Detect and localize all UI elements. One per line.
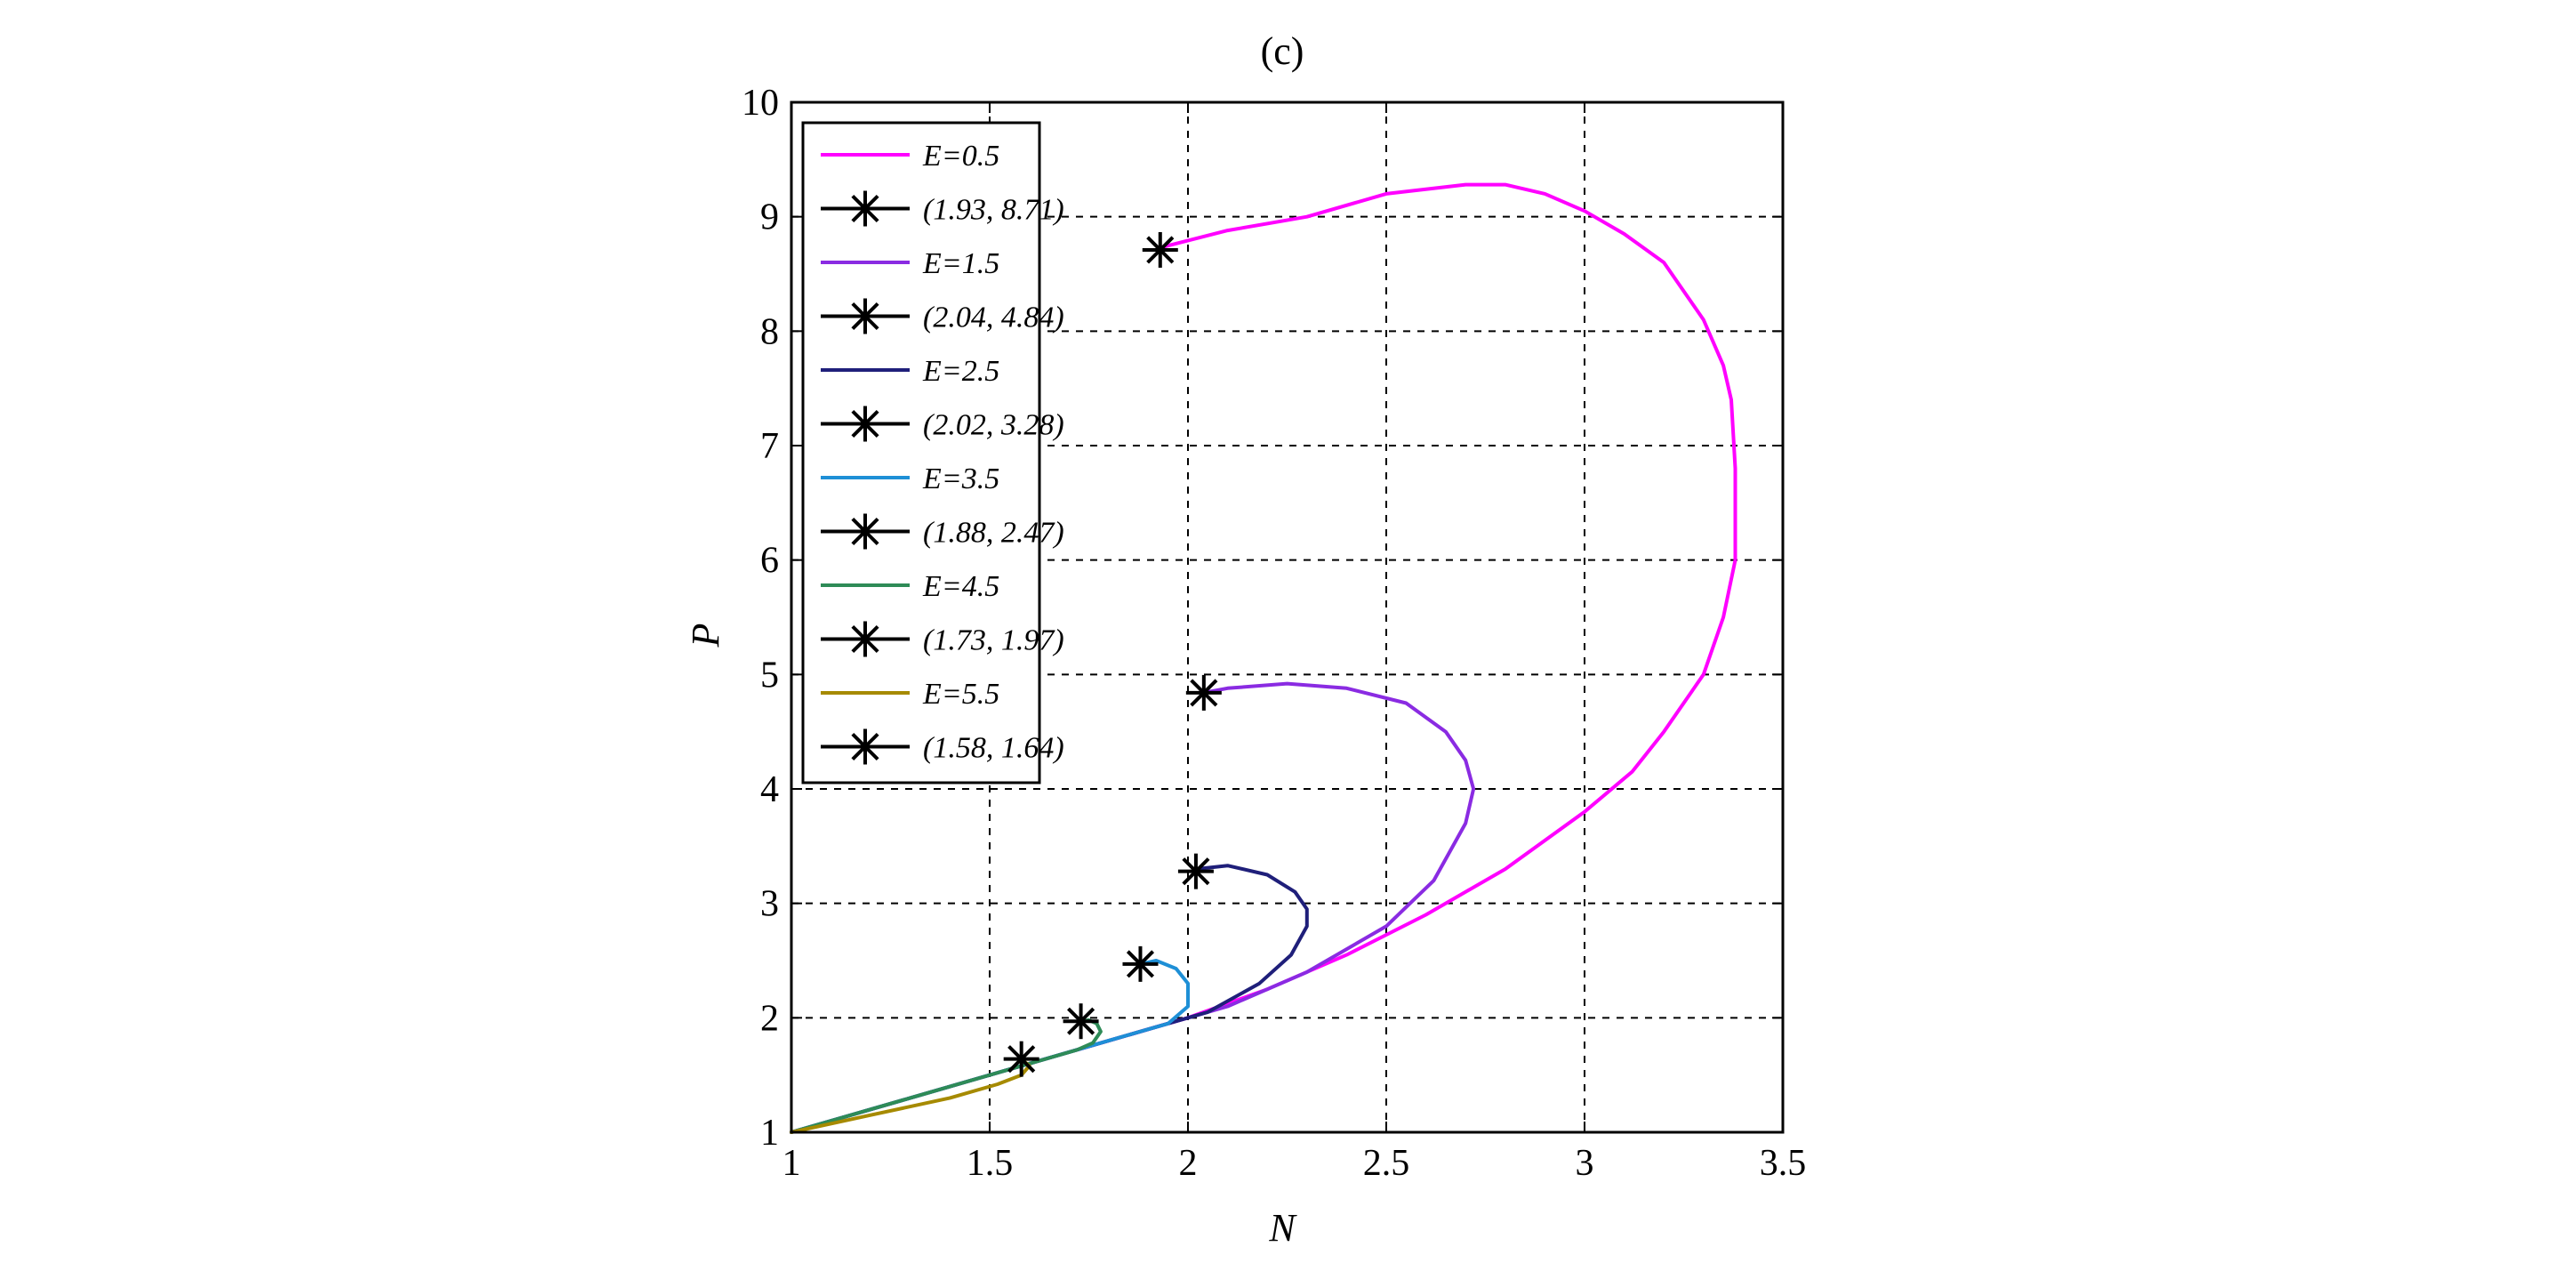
star-marker	[1063, 1003, 1099, 1040]
x-tick-label: 1	[782, 1143, 801, 1184]
star-marker	[1003, 1041, 1039, 1077]
x-tick-label: 3	[1576, 1143, 1594, 1184]
x-tick-label: 2	[1179, 1143, 1198, 1184]
y-tick-label: 5	[760, 655, 779, 696]
legend-label: (2.04, 4.84)	[923, 302, 1064, 334]
series-line-4	[790, 864, 1309, 1134]
legend-star-icon	[847, 728, 883, 765]
legend-label: (1.73, 1.97)	[923, 624, 1064, 657]
legend-item: E=1.5	[821, 247, 999, 280]
y-tick-label: 2	[760, 998, 779, 1039]
legend-box	[801, 121, 1041, 784]
legend-label: E=0.5	[922, 140, 999, 173]
legend-star-icon	[847, 406, 883, 442]
x-tick-label: 1.5	[967, 1143, 1014, 1184]
legend-item: E=3.5	[821, 463, 999, 495]
legend-item: E=2.5	[821, 355, 999, 388]
star-marker	[1122, 945, 1159, 982]
legend: E=0.5 (1.93, 8.71) E=1.5 (2.04, 4.84) E=2.5 (…	[801, 121, 1064, 784]
y-tick-label: 1	[760, 1113, 779, 1154]
star-marker	[1142, 231, 1178, 268]
y-tick-label: 9	[760, 197, 779, 238]
legend-item: (2.04, 4.84)	[821, 298, 1064, 334]
y-tick-label: 7	[760, 426, 779, 467]
legend-label: E=3.5	[922, 463, 999, 495]
legend-label: (1.88, 2.47)	[923, 517, 1064, 550]
legend-item: (1.93, 8.71)	[821, 190, 1064, 227]
legend-star-icon	[847, 190, 883, 227]
x-tick-label: 2.5	[1363, 1143, 1410, 1184]
legend-item: (1.73, 1.97)	[821, 621, 1064, 657]
axis-ticks: 1 1.5 2 2.5 3 3.5 1 2 3 4 5 6 7 8 9 10	[742, 83, 1806, 1184]
legend-label: E=4.5	[922, 570, 999, 603]
star-markers	[1003, 231, 1222, 1077]
legend-star-icon	[847, 513, 883, 550]
legend-label: E=1.5	[922, 247, 999, 280]
grid-lines	[791, 102, 1783, 1132]
series-line-8	[790, 1018, 1103, 1134]
legend-label: (1.58, 1.64)	[923, 732, 1064, 765]
chart-title: (c)	[1261, 29, 1304, 73]
x-tick-label: 3.5	[1760, 1143, 1807, 1184]
legend-item: (2.02, 3.28)	[821, 406, 1064, 442]
legend-star-icon	[847, 298, 883, 334]
y-tick-label: 8	[760, 311, 779, 352]
y-axis-label: P	[684, 623, 727, 648]
legend-item: E=0.5	[821, 140, 999, 173]
legend-star-icon	[847, 621, 883, 657]
legend-item: (1.88, 2.47)	[821, 513, 1064, 550]
star-marker	[1185, 674, 1222, 711]
y-tick-label: 3	[760, 884, 779, 925]
legend-label: E=2.5	[922, 355, 999, 388]
legend-label: (1.93, 8.71)	[923, 194, 1064, 227]
star-marker	[1177, 853, 1214, 889]
legend-item: (1.58, 1.64)	[821, 728, 1064, 765]
plot-frame	[790, 101, 1785, 1134]
y-tick-label: 10	[742, 83, 779, 124]
y-tick-label: 6	[760, 541, 779, 582]
y-tick-label: 4	[760, 769, 779, 810]
legend-item: E=5.5	[821, 678, 999, 711]
legend-label: E=5.5	[922, 678, 999, 711]
legend-item: E=4.5	[821, 570, 999, 603]
legend-label: (2.02, 3.28)	[923, 409, 1064, 442]
x-axis-label: N	[1268, 1206, 1297, 1250]
